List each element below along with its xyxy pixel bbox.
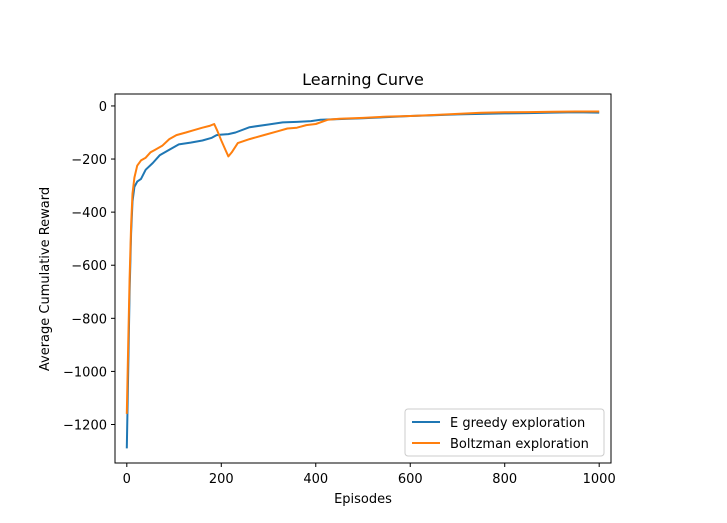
y-tick-label: −400	[71, 206, 107, 221]
y-axis-label: Average Cumulative Reward	[38, 187, 53, 371]
x-axis-label: Episodes	[334, 492, 392, 507]
plot-frame	[114, 93, 612, 464]
x-tick-label: 800	[492, 472, 517, 487]
legend-box	[404, 408, 605, 457]
x-tick-label: 1000	[583, 472, 616, 487]
y-tick-label: −1200	[63, 419, 107, 434]
y-axis-ticks: 0 −200 −400 −600 −800 −1000 −1200	[63, 100, 115, 434]
series-line-boltzman	[125, 110, 600, 414]
y-tick-label: −800	[71, 312, 107, 327]
x-tick-label: 0	[123, 472, 131, 487]
x-axis-ticks: 0 200 400 600 800 1000	[123, 463, 616, 487]
chart-title: Learning Curve	[302, 70, 424, 89]
y-tick-label: −600	[71, 259, 107, 274]
y-tick-label: 0	[99, 100, 107, 115]
x-tick-label: 200	[209, 472, 234, 487]
legend-label-boltzman: Boltzman exploration	[450, 437, 589, 452]
legend-label-e-greedy: E greedy exploration	[450, 416, 585, 431]
plot-lines	[125, 110, 600, 449]
x-tick-label: 400	[303, 472, 328, 487]
y-tick-label: −200	[71, 153, 107, 168]
y-tick-label: −1000	[63, 365, 107, 380]
legend: E greedy exploration Boltzman exploratio…	[404, 408, 605, 457]
x-tick-label: 600	[398, 472, 423, 487]
